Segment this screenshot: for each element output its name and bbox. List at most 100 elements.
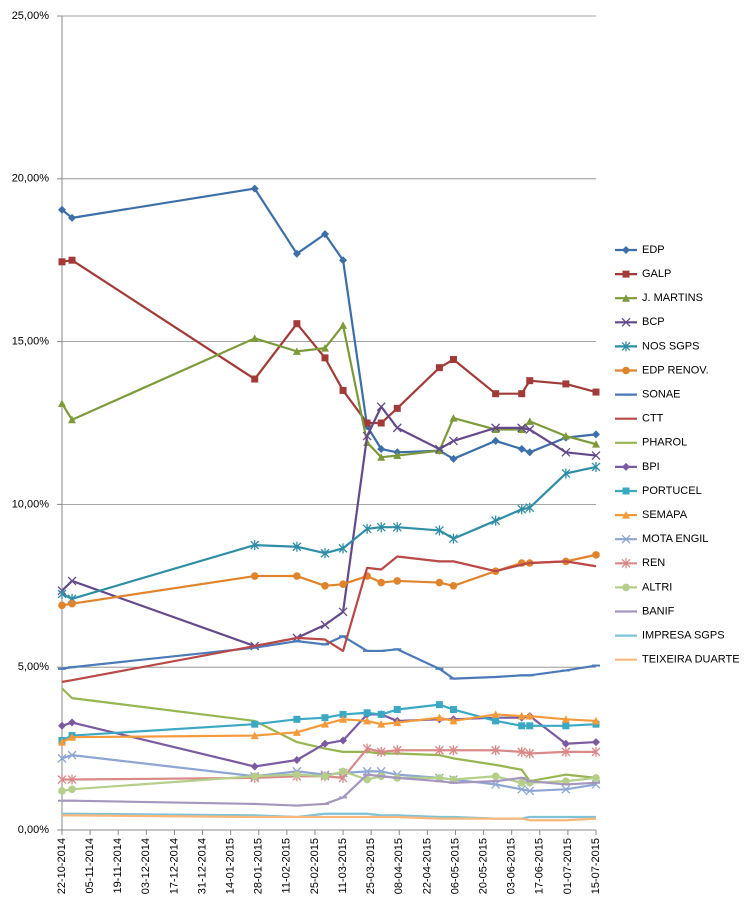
data-point (518, 722, 526, 730)
data-point (562, 722, 570, 730)
data-point (362, 431, 372, 441)
data-point (392, 745, 402, 756)
x-tick-label: 25-02-2015 (309, 838, 321, 894)
data-point (321, 354, 329, 362)
data-point (68, 733, 77, 741)
data-point (435, 446, 444, 455)
data-point (58, 787, 66, 795)
data-point (592, 430, 600, 439)
data-point (518, 390, 526, 398)
data-point (517, 504, 527, 515)
data-point (517, 778, 526, 787)
x-tick-label: 11-03-2015 (337, 838, 349, 893)
data-point (362, 523, 372, 534)
data-point (338, 607, 348, 617)
data-point (339, 715, 348, 723)
series-line (62, 773, 597, 807)
data-point (561, 432, 570, 440)
legend-label: REN (642, 557, 665, 569)
data-point (321, 582, 329, 590)
x-tick-label: 20-05-2015 (477, 838, 489, 894)
y-tick-label: 25,00% (12, 10, 50, 22)
legend-marker (622, 511, 630, 519)
x-tick-label: 08-04-2015 (393, 838, 405, 894)
data-point (526, 722, 534, 730)
series-line (61, 754, 597, 793)
data-point (517, 425, 526, 434)
data-point (525, 712, 534, 720)
data-point (517, 423, 527, 433)
data-point (592, 716, 600, 725)
legend-marker (622, 462, 630, 471)
data-point (293, 715, 301, 723)
data-point (591, 746, 601, 757)
data-point (491, 745, 501, 756)
data-point (363, 716, 372, 725)
x-tick-label: 06-05-2015 (449, 838, 461, 894)
data-point (592, 774, 600, 782)
series-line (61, 405, 597, 648)
data-point (67, 774, 77, 785)
data-point (320, 620, 330, 630)
data-point (250, 762, 259, 771)
data-point (393, 577, 402, 585)
data-point (435, 364, 443, 372)
data-point (68, 213, 77, 222)
data-point (57, 588, 67, 599)
y-tick-label: 20,00% (12, 173, 50, 185)
series-line (62, 747, 596, 781)
data-point (449, 775, 458, 784)
data-point (292, 728, 301, 736)
data-point (592, 738, 600, 747)
x-tick-label: 19-11-2014 (112, 838, 124, 893)
data-point (68, 256, 76, 264)
data-point (561, 746, 571, 757)
legend-label: EDP (642, 244, 665, 256)
data-point (338, 543, 348, 554)
legend-marker (622, 487, 630, 495)
data-point (57, 774, 67, 785)
data-point (491, 515, 501, 526)
data-point (562, 777, 570, 785)
data-point (526, 377, 534, 385)
data-point (339, 767, 347, 776)
legend-marker (621, 341, 631, 352)
data-point (363, 709, 371, 717)
data-point (393, 451, 402, 460)
data-point (68, 599, 76, 608)
series-line (61, 713, 597, 744)
data-point (449, 745, 458, 756)
data-point (339, 736, 348, 745)
data-point (491, 423, 501, 433)
data-point (525, 786, 535, 796)
data-point (492, 390, 500, 398)
data-point (435, 701, 443, 709)
legend-marker (622, 246, 630, 254)
x-tick-label: 05-11-2014 (84, 838, 96, 893)
data-point (393, 404, 401, 412)
data-point (363, 419, 371, 427)
x-tick-label: 15-07-2015 (590, 838, 602, 894)
x-tick-label: 25-03-2015 (365, 838, 377, 894)
data-point (250, 184, 259, 193)
data-point (525, 448, 534, 457)
data-point (58, 721, 66, 730)
data-point (561, 784, 571, 794)
legend-label: MOTA ENGIL (642, 533, 708, 545)
x-tick-label: 11-02-2015 (281, 838, 293, 893)
data-point (293, 320, 301, 328)
data-point (561, 468, 571, 479)
data-point (435, 578, 444, 587)
data-point (320, 739, 329, 748)
data-point (293, 572, 301, 580)
data-point (492, 717, 500, 725)
legend-label: PORTUCEL (642, 485, 702, 497)
legend-label: TEIXEIRA DUARTE (642, 654, 740, 666)
data-point (58, 205, 66, 214)
data-point (392, 522, 402, 533)
data-point (250, 334, 259, 342)
data-point (517, 445, 526, 454)
data-point (525, 502, 535, 513)
data-point (339, 256, 348, 265)
